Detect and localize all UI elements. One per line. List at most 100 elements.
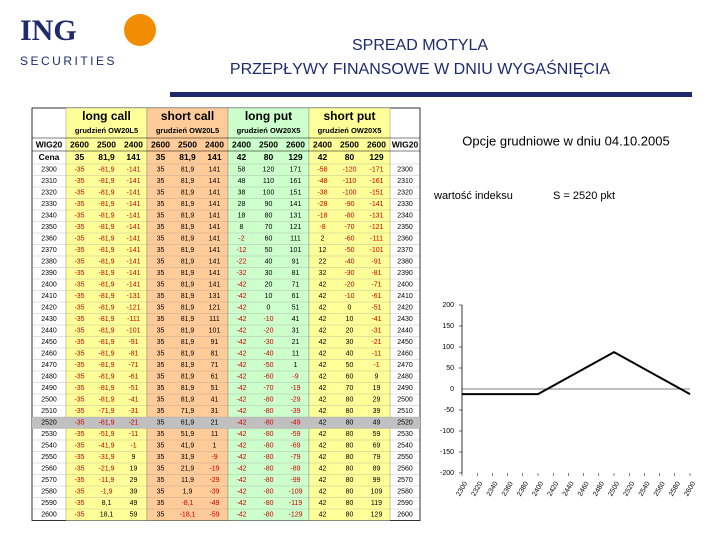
value-cell: 58 [238,167,246,174]
value-cell: -129 [288,512,302,519]
value-cell: 81,9 [181,385,195,392]
value-cell: 30 [265,270,273,277]
value-cell: 35 [157,489,165,496]
value-cell: 42 [319,408,327,415]
value-cell: -91 [371,259,381,266]
x-tick-label: 2320 [471,481,485,498]
value-cell: 40 [346,351,354,358]
index-cell: 2600 [41,512,57,519]
value-cell: 35 [157,328,165,335]
price-label: Cena [39,152,60,162]
value-cell: 48 [238,178,246,185]
index-cell: 2490 [397,385,413,392]
index-cell: 2360 [397,236,413,243]
value-cell: -35 [74,351,84,358]
value-cell: 32 [319,270,327,277]
value-cell: -35 [74,408,84,415]
value-cell: 80 [346,408,354,415]
value-cell: -35 [74,282,84,289]
value-cell: -35 [74,201,84,208]
value-cell: 28 [238,201,246,208]
strike-label: 2600 [151,139,170,149]
x-tick-label: 2380 [516,481,530,498]
value-cell: -60 [344,236,354,243]
value-cell: 61 [292,293,300,300]
value-cell: -8 [319,224,325,231]
value-cell: 9 [375,374,379,381]
value-cell: -141 [126,247,140,254]
value-cell: 81,9 [181,167,195,174]
value-cell: 81,9 [181,213,195,220]
x-tick-label: 2460 [577,481,591,498]
price-label: 81,9 [98,152,115,162]
value-cell: 35 [157,305,165,312]
index-cell: 2370 [397,247,413,254]
value-cell: -35 [74,431,84,438]
index-cell: 2330 [397,201,413,208]
value-cell: 35 [157,443,165,450]
value-cell: -81,9 [99,316,115,323]
value-cell: 81,9 [181,328,195,335]
value-cell: 50 [346,362,354,369]
value-cell: -40 [263,351,273,358]
value-cell: -42 [236,443,246,450]
column-band [308,107,391,521]
strike-label: 2500 [259,139,278,149]
index-cell: 2450 [397,339,413,346]
value-cell: -9 [211,454,217,461]
value-cell: -21 [128,420,138,427]
series-label: grudzień OW20L5 [156,126,219,135]
logo-lion [124,14,156,46]
value-cell: 80 [346,500,354,507]
value-cell: -42 [236,385,246,392]
value-cell: -79 [290,454,300,461]
value-cell: -35 [74,454,84,461]
value-cell: -41 [371,316,381,323]
strike-label: 2500 [178,139,197,149]
index-cell: 2420 [41,305,57,312]
value-cell: -51 [371,305,381,312]
x-tick-label: 2440 [562,481,576,498]
value-cell: -35 [74,500,84,507]
index-cell: 2570 [397,477,413,484]
value-cell: -35 [74,270,84,277]
value-cell: -42 [236,328,246,335]
value-cell: 61,9 [181,420,195,427]
value-cell: -42 [236,431,246,438]
value-cell: 79 [373,454,381,461]
value-cell: 129 [371,512,383,519]
index-cell: 2580 [397,489,413,496]
x-tick-label: 2360 [501,481,515,498]
value-cell: -40 [344,259,354,266]
value-cell: 38 [238,190,246,197]
value-cell: -42 [236,293,246,300]
value-cell: -19 [209,466,219,473]
strike-label: 2500 [97,139,116,149]
value-cell: 81,9 [181,293,195,300]
index-cell: 2390 [397,270,413,277]
value-cell: -12 [236,247,246,254]
value-cell: -59 [290,431,300,438]
strike-label: WIG20 [392,139,419,149]
price-label: 129 [288,152,302,162]
value-cell: -81,9 [99,178,115,185]
value-cell: 35 [157,339,165,346]
value-cell: 90 [265,201,273,208]
value-cell: -81,9 [99,236,115,243]
value-cell: -29 [290,397,300,404]
value-cell: 81,9 [181,259,195,266]
value-cell: 18,1 [100,512,114,519]
value-cell: -35 [74,167,84,174]
value-cell: 42 [319,443,327,450]
value-cell: -81,9 [99,247,115,254]
value-cell: 81,9 [181,282,195,289]
value-cell: 35 [157,431,165,438]
x-tick-label: 2560 [653,481,667,498]
strike-label: 2500 [340,139,359,149]
column-band [227,107,310,521]
strike-label: 2600 [286,139,305,149]
value-cell: 101 [209,328,221,335]
value-cell: -119 [289,500,303,507]
value-cell: -71 [371,282,381,289]
value-cell: 51 [292,305,300,312]
